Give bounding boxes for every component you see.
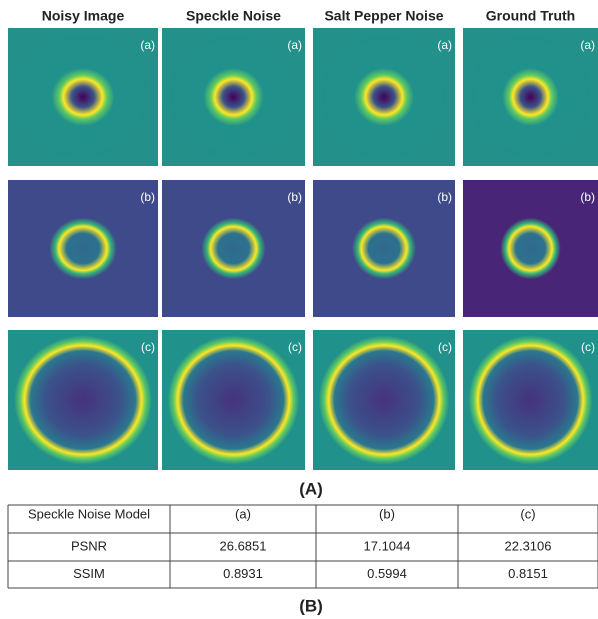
table-cell: 17.1044 [364, 538, 411, 553]
panel-label: (a) [140, 38, 155, 52]
table-cell: 26.6851 [220, 538, 267, 553]
result-image [8, 28, 158, 166]
table-cell: (b) [379, 506, 395, 521]
panel-label: (b) [287, 190, 302, 204]
table-cell: SSIM [73, 566, 105, 581]
table-cell: 0.8151 [508, 566, 548, 581]
table-cell: 22.3106 [505, 538, 552, 553]
table-cell: (a) [235, 506, 251, 521]
caption: (B) [299, 596, 323, 615]
table-cell: 0.5994 [367, 566, 407, 581]
figure: Noisy Image Speckle Noise Salt Pepper Nois… [0, 0, 598, 619]
result-image [162, 330, 305, 470]
panel-label: (b) [140, 190, 155, 204]
table-cell: (c) [520, 506, 535, 521]
result-image [313, 330, 455, 470]
result-image [8, 330, 158, 470]
result-image [313, 180, 455, 317]
result-image [162, 180, 305, 317]
column-header: Salt Pepper Noise [324, 8, 443, 24]
panel-label: (c) [288, 340, 302, 354]
panel-label: (b) [580, 190, 595, 204]
result-image [313, 28, 455, 166]
panel-label: (b) [437, 190, 452, 204]
table-cell: Speckle Noise Model [28, 506, 150, 521]
column-header: Speckle Noise [186, 8, 281, 24]
result-image [8, 180, 158, 317]
panel-label: (a) [437, 38, 452, 52]
column-header: Ground Truth [486, 8, 575, 24]
panel-label: (c) [581, 340, 595, 354]
table-cell: PSNR [71, 538, 107, 553]
result-image [463, 28, 598, 166]
panel-label: (a) [580, 38, 595, 52]
panel-label: (c) [141, 340, 155, 354]
result-image [162, 28, 305, 166]
panel-label: (a) [287, 38, 302, 52]
column-header: Noisy Image [42, 8, 125, 24]
caption: (A) [299, 479, 323, 498]
result-image [463, 180, 598, 317]
table-cell: 0.8931 [223, 566, 263, 581]
result-image [463, 330, 598, 470]
panel-label: (c) [438, 340, 452, 354]
